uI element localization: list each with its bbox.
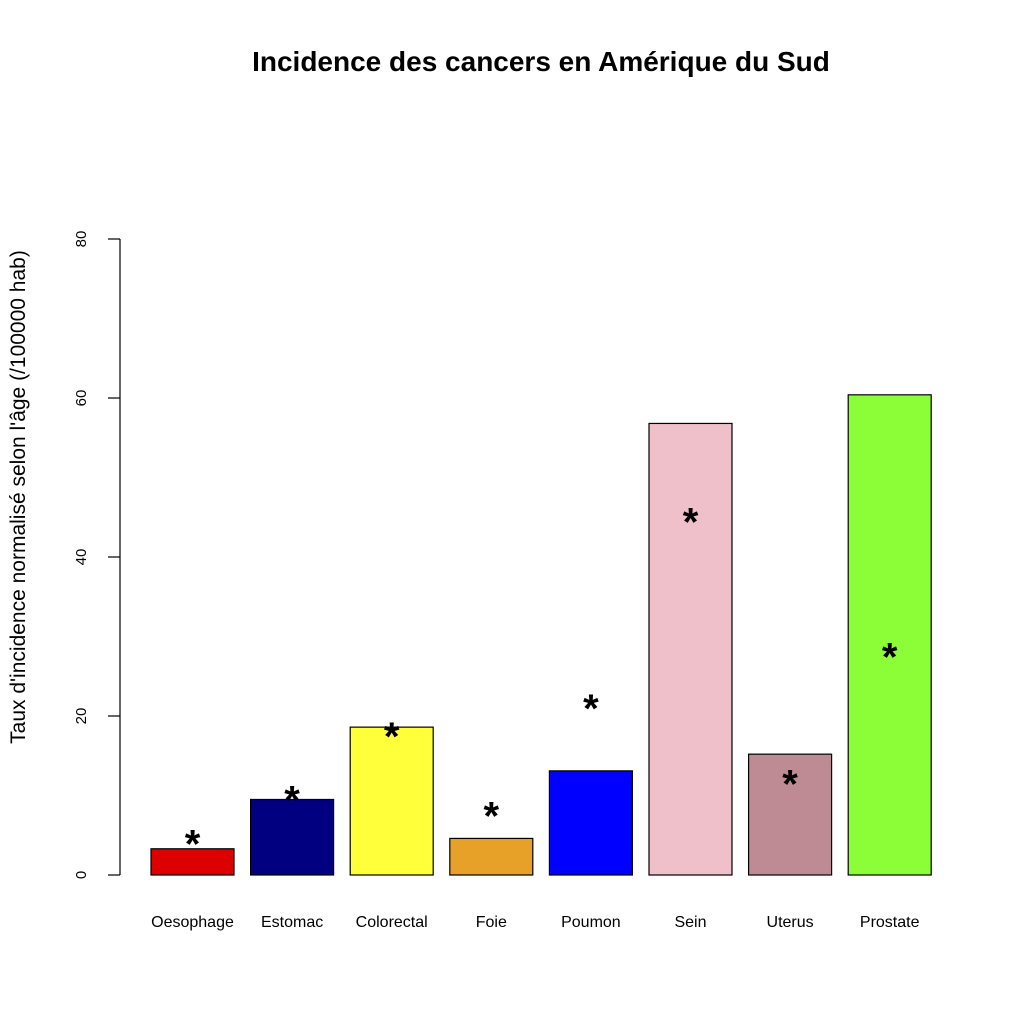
y-axis-ticks: 0 20 40 60 80 (73, 231, 120, 879)
marker-asterisk: * (384, 715, 400, 759)
category-label: Colorectal (356, 914, 428, 931)
bar-poumon (548, 770, 634, 876)
bar-sein (648, 422, 733, 876)
bar-foie (449, 837, 534, 876)
bar-oesophage (150, 848, 235, 876)
y-tick-label: 80 (73, 231, 90, 248)
category-label: Foie (476, 914, 507, 931)
category-label: Poumon (561, 914, 621, 931)
y-axis-label: Taux d'incidence normalisé selon l'âge (… (7, 250, 30, 744)
bar-prostate (847, 394, 932, 876)
bars (150, 394, 932, 876)
marker-asterisk: * (882, 635, 898, 679)
marker-asterisk: * (185, 822, 201, 866)
category-label: Oesophage (151, 914, 234, 931)
y-tick-label: 60 (73, 390, 90, 407)
y-tick-label: 0 (73, 871, 90, 879)
bar-colorectal (349, 726, 434, 876)
marker-asterisk: * (484, 794, 500, 838)
marker-asterisk: * (583, 687, 599, 731)
chart-title: Incidence des cancers en Amérique du Sud (252, 46, 830, 77)
marker-asterisk: * (284, 779, 300, 823)
category-labels: Oesophage Estomac Colorectal Foie Poumon Sein… (151, 914, 919, 931)
y-tick-label: 40 (73, 549, 90, 566)
bar-estomac (250, 798, 335, 876)
category-label: Uterus (767, 914, 814, 931)
marker-asterisk: * (782, 763, 798, 807)
significance-markers: * * * * * * * * (185, 500, 898, 866)
marker-asterisk: * (683, 500, 699, 544)
bar-uterus (747, 753, 833, 876)
category-label: Sein (674, 914, 706, 931)
y-tick-label: 20 (73, 708, 90, 725)
category-label: Prostate (860, 914, 920, 931)
category-label: Estomac (261, 914, 323, 931)
